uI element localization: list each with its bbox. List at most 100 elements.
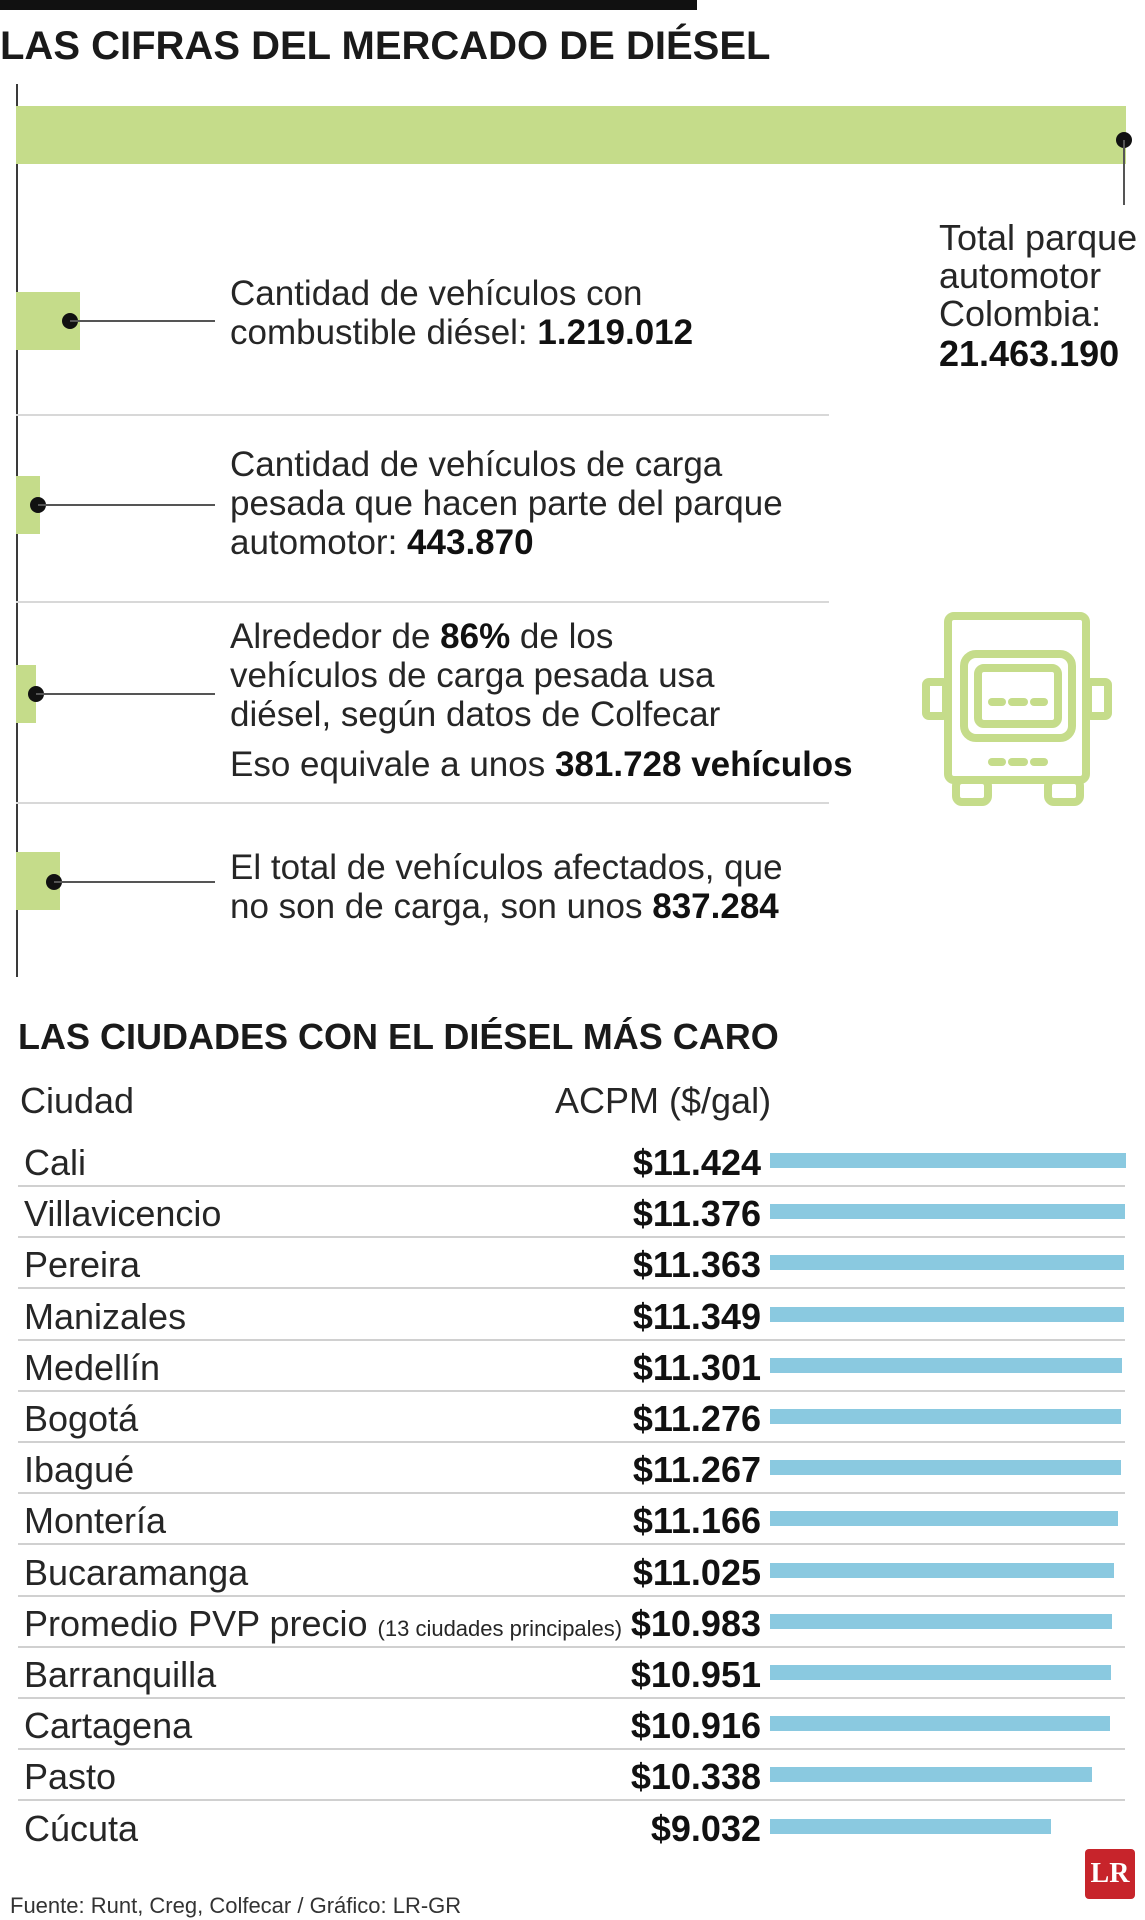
fact-line-text: El total de vehículos afectados, que	[230, 848, 783, 887]
city-label: Cartagena	[24, 1705, 192, 1747]
total-label-line: Colombia:	[939, 293, 1102, 334]
city-label: Bucaramanga	[24, 1552, 248, 1594]
fact-line-text: Eso equivale a unos	[230, 745, 555, 784]
city-label: Ibagué	[24, 1449, 134, 1491]
fact-value: 443.870	[407, 523, 534, 562]
city-name: Cartagena	[24, 1705, 193, 1747]
city-name: Villavicencio	[24, 1193, 222, 1235]
price-bar	[770, 1767, 1092, 1783]
source-note: Fuente: Runt, Creg, Colfecar / Gráfico: …	[10, 1893, 462, 1918]
fact-text: Cantidad de vehículos de carga pesada qu…	[230, 445, 783, 562]
fact-connector	[54, 881, 215, 883]
row-separator	[18, 1748, 1125, 1751]
city-name: Bucaramanga	[24, 1551, 249, 1593]
price-value: $9.032	[650, 1807, 761, 1849]
total-block: Total parque automotor Colombia: 21.463.…	[939, 219, 1137, 375]
city-label: Barranquilla	[24, 1654, 216, 1696]
price-bar	[770, 1716, 1110, 1732]
fact-line-text: Cantidad de vehículos con	[230, 274, 643, 313]
table-row: Medellín $11.301	[18, 1341, 1125, 1392]
fact-text: Alrededor de 86% de los vehículos de car…	[230, 617, 853, 784]
city-label: Pereira	[24, 1244, 140, 1286]
price-bar	[770, 1204, 1125, 1220]
row-separator	[18, 1799, 1125, 1802]
city-name: Pereira	[24, 1244, 141, 1286]
price-bar	[770, 1613, 1112, 1629]
total-label-line: automotor	[939, 255, 1102, 296]
price-value: $11.424	[632, 1142, 761, 1183]
page-title: LAS CIFRAS DEL MERCADO DE DIÉSEL	[0, 24, 771, 68]
row-separator	[18, 1645, 1125, 1648]
row-separator	[18, 1594, 1125, 1597]
price-value: $11.267	[632, 1449, 761, 1491]
price-value: $11.301	[632, 1346, 761, 1388]
chart-title: LAS CIUDADES CON EL DIÉSEL MÁS CARO	[18, 1016, 779, 1057]
fact-line-text: automotor:	[230, 523, 408, 562]
city-name: Promedio PVP precio	[24, 1602, 368, 1644]
table-row: Manizales $11.349	[18, 1290, 1125, 1341]
row-separator	[18, 1697, 1125, 1699]
price-bar	[770, 1460, 1121, 1476]
price-value: $11.025	[632, 1551, 761, 1593]
city-label: Cali	[24, 1142, 86, 1184]
separator	[16, 601, 829, 603]
row-separator	[18, 1236, 1125, 1239]
city-name: Montería	[24, 1500, 167, 1542]
price-value: $11.349	[632, 1295, 761, 1337]
price-bar	[770, 1818, 1051, 1834]
city-note: (13 ciudades principales)	[377, 1615, 623, 1641]
price-value: $10.916	[630, 1705, 761, 1747]
top-rule	[0, 0, 697, 10]
table-row: Montería $11.166	[18, 1494, 1125, 1546]
city-name: Bogotá	[24, 1398, 139, 1439]
city-name: Manizales	[24, 1295, 187, 1337]
price-bar	[770, 1306, 1124, 1322]
fact-text: El total de vehículos afectados, que no …	[230, 848, 783, 926]
total-label-line: Total parque	[939, 217, 1138, 258]
price-bar	[770, 1665, 1111, 1680]
row-separator	[18, 1338, 1125, 1341]
separator	[16, 802, 829, 804]
fact-line-text: Cantidad de vehículos de carga	[230, 445, 723, 484]
fact-value: 381.728 vehículos	[554, 745, 853, 784]
price-bar	[770, 1255, 1124, 1271]
separator	[16, 414, 829, 416]
fact-line-text: de los	[510, 617, 614, 656]
table-row: Pereira $11.363	[18, 1238, 1125, 1290]
fact-connector	[38, 504, 215, 506]
price-bar	[770, 1153, 1126, 1168]
row-separator	[18, 1543, 1125, 1546]
table-row: Cali $11.424	[18, 1136, 1126, 1187]
truck-icon	[922, 612, 1112, 806]
total-connector	[1123, 140, 1125, 205]
table-row: Cartagena $10.916	[18, 1699, 1125, 1751]
row-separator	[18, 1185, 1125, 1187]
price-value: $10.338	[630, 1756, 761, 1798]
price-bar	[770, 1562, 1114, 1578]
table-row: Ibagué $11.267	[18, 1443, 1125, 1495]
city-label: Promedio PVP precio (13 ciudades princip…	[24, 1603, 622, 1645]
fact-bar	[16, 665, 36, 723]
price-value: $10.983	[630, 1602, 761, 1644]
row-separator	[18, 1441, 1125, 1443]
fact-line-text: vehículos de carga pesada usa	[230, 656, 715, 695]
fact-value: 837.284	[652, 887, 779, 926]
fact-line-text: Alrededor de	[230, 617, 441, 656]
fact-text: Cantidad de vehículos con combustible di…	[230, 274, 693, 352]
price-bar	[770, 1357, 1122, 1373]
price-value: $11.376	[632, 1193, 761, 1235]
fact-line-text: diésel, según datos de Colfecar	[230, 695, 721, 734]
row-separator	[18, 1389, 1125, 1392]
fact-line-text: no son de carga, son unos	[230, 887, 653, 926]
city-label: Medellín	[24, 1347, 160, 1389]
city-name: Cúcuta	[24, 1807, 139, 1849]
city-label: Villavicencio	[24, 1193, 221, 1235]
city-label: Montería	[24, 1500, 166, 1542]
column-header-city: Ciudad	[20, 1080, 135, 1121]
table-row: Bogotá $11.276	[18, 1392, 1125, 1443]
table-row: Pasto $10.338	[18, 1750, 1125, 1802]
row-separator	[18, 1492, 1125, 1495]
table-row: Cúcuta $9.032	[18, 1802, 1125, 1853]
city-name: Cali	[24, 1142, 87, 1183]
fact-line-text: pesada que hacen parte del parque	[230, 484, 783, 523]
